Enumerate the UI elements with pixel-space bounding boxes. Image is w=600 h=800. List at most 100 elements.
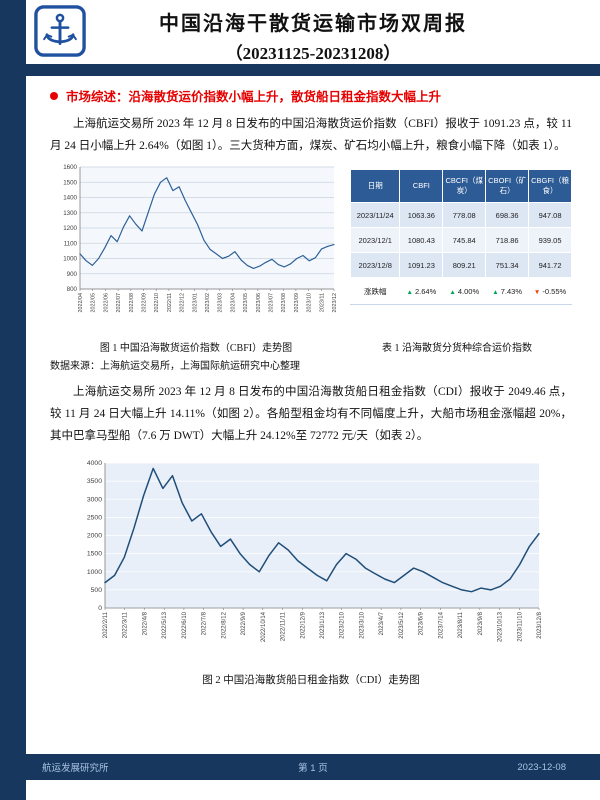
shipping-exchange-logo xyxy=(34,5,86,57)
x-tick-label: 2023/08 xyxy=(281,293,287,313)
x-tick-label: 2022/10 xyxy=(154,293,160,313)
x-tick-label: 2023/9/8 xyxy=(478,612,484,636)
x-tick-label: 2022/7/8 xyxy=(202,612,208,636)
y-tick-label: 1300 xyxy=(63,210,77,217)
red-bullet-icon xyxy=(50,91,58,100)
y-tick-label: 1500 xyxy=(63,179,77,186)
column-header: CBOFI（矿石） xyxy=(485,169,530,204)
x-tick-label: 2022/12 xyxy=(180,293,186,313)
x-tick-label: 2022/5/13 xyxy=(162,612,168,639)
row-date: 2023/12/8 xyxy=(349,252,401,279)
footer-institute: 航运发展研究所 xyxy=(42,763,109,774)
x-tick-label: 2023/05 xyxy=(243,293,249,313)
change-value: ▲ 4.00% xyxy=(442,277,487,306)
up-arrow-icon: ▲ xyxy=(492,288,499,296)
change-percent: 2.64% xyxy=(412,286,437,296)
axis-lines xyxy=(79,167,334,290)
up-arrow-icon: ▲ xyxy=(449,288,456,296)
line-chart-svg: 0 500 1000 1500 2000 2500 3000 3500 4000 2022/2/1… xyxy=(87,460,543,643)
cbfi-trend-chart: 800 900 1000 1100 1200 1300 1400 1500 1600 2022/0… xyxy=(50,161,342,333)
x-tick-label: 2022/10/14 xyxy=(261,612,267,643)
index-value: 718.86 xyxy=(485,227,530,254)
x-tick-label: 2022/12/9 xyxy=(300,612,306,639)
report-header: 中国沿海干散货运输市场双周报 （20231125-20231208） xyxy=(26,0,600,64)
paragraph-cbfi: 上海航运交易所 2023 年 12 月 8 日发布的中国沿海散货运价指数（CBF… xyxy=(50,118,572,153)
y-tick-label: 3500 xyxy=(87,479,102,486)
x-tick-label: 2022/08 xyxy=(129,293,135,313)
index-value: 1091.23 xyxy=(399,252,444,279)
axis-lines xyxy=(104,463,539,609)
index-value: 778.08 xyxy=(442,202,487,229)
x-tick-label: 2022/04 xyxy=(78,293,84,313)
change-percent: 7.43% xyxy=(498,286,523,296)
x-tick-label: 2023/11/10 xyxy=(517,612,523,642)
row-date: 2023/12/1 xyxy=(349,227,401,254)
y-tick-label: 900 xyxy=(67,271,78,278)
footer-page-number: 第 1 页 xyxy=(298,763,328,774)
y-tick-label: 1400 xyxy=(63,195,77,202)
x-tick-label: 2022/6/10 xyxy=(182,612,188,639)
y-tick-label: 4000 xyxy=(87,460,102,467)
summary-heading: 市场综述：沿海散货运价指数小幅上升，散货船日租金指数大幅上升 xyxy=(66,90,442,104)
x-tick-label: 2023/02 xyxy=(205,293,211,313)
change-row-label: 涨跌幅 xyxy=(349,277,401,306)
x-tick-label: 2023/11 xyxy=(319,293,325,312)
report-body: 市场综述：沿海散货运价指数小幅上升，散货船日租金指数大幅上升 上海航运交易所 2… xyxy=(50,86,572,687)
y-tick-label: 2000 xyxy=(87,533,102,540)
figure1-caption: 图 1 中国沿海散货运价指数（CBFI）走势图 xyxy=(99,343,293,355)
x-tick-label: 2022/8/12 xyxy=(221,612,227,639)
up-arrow-icon: ▲ xyxy=(406,288,413,296)
x-tick-label: 2023/7/14 xyxy=(438,612,444,639)
row-date: 2023/11/24 xyxy=(349,202,401,229)
x-tick-label: 2022/06 xyxy=(103,293,109,313)
x-tick-label: 2023/04 xyxy=(230,293,236,313)
index-value: 947.08 xyxy=(528,202,572,229)
header-divider-bar xyxy=(0,64,600,76)
column-header: 日期 xyxy=(349,169,401,204)
x-tick-label: 2022/11 xyxy=(167,293,173,312)
y-tick-label: 0 xyxy=(98,605,102,612)
data-series-line xyxy=(79,177,335,270)
table-row: 2023/12/8 1091.23 809.21 751.34 941.72 xyxy=(349,252,572,279)
x-tick-label: 2022/3/11 xyxy=(123,612,129,639)
x-tick-label: 2023/12 xyxy=(332,293,338,313)
change-percent: 4.00% xyxy=(455,286,480,296)
index-value: 1080.43 xyxy=(399,227,444,254)
cdi-trend-chart: 0 500 1000 1500 2000 2500 3000 3500 4000 2022/2/1… xyxy=(71,455,551,660)
x-tick-label: 2023/09 xyxy=(294,293,300,313)
x-tick-label: 2022/4/8 xyxy=(142,612,148,636)
freight-index-table: 日期 CBFI CBCFI（煤炭） CBOFI（矿石） CBGFI（粮食） 2023/11… xyxy=(349,169,572,306)
y-tick-label: 1200 xyxy=(63,225,77,232)
change-value: ▲ 2.64% xyxy=(399,277,444,306)
paragraph-cdi: 上海航运交易所 2023 年 12 月 8 日发布的中国沿海散货船日租金指数（C… xyxy=(50,386,572,443)
freight-index-table-grid: 日期 CBFI CBCFI（煤炭） CBOFI（矿石） CBGFI（粮食） 2023/11… xyxy=(349,169,572,306)
change-row: 涨跌幅 ▲ 2.64% ▲ 4.00% ▲ 7.43% ▼ -0.55% xyxy=(349,277,572,306)
x-tick-label: 2022/05 xyxy=(91,293,97,313)
report-title: 中国沿海干散货运输市场双周报 xyxy=(159,13,467,35)
footer-date: 2023-12-08 xyxy=(517,761,566,773)
x-tick-label: 2022/09 xyxy=(142,293,148,313)
line-chart-svg: 800 900 1000 1100 1200 1300 1400 1500 1600 2022/0… xyxy=(63,164,338,313)
anchor-icon xyxy=(34,5,86,57)
y-tick-label: 1000 xyxy=(63,256,77,263)
column-header: CBGFI（粮食） xyxy=(528,169,572,204)
data-source-note: 数据来源：上海航运交易所，上海国际航运研究中心整理 xyxy=(50,361,300,373)
x-tick-label: 2022/9/9 xyxy=(241,612,247,636)
summary-heading-row: 市场综述：沿海散货运价指数小幅上升，散货船日租金指数大幅上升 xyxy=(50,86,572,105)
change-value: ▼ -0.55% xyxy=(528,277,572,306)
table1-caption: 表 1 沿海散货分货种综合运价指数 xyxy=(382,343,532,355)
figure2-caption: 图 2 中国沿海散货船日租金指数（CDI）走势图 xyxy=(202,675,420,687)
index-value: 698.36 xyxy=(485,202,530,229)
y-tick-label: 1500 xyxy=(87,551,102,558)
change-value: ▲ 7.43% xyxy=(485,277,530,306)
y-tick-label: 3000 xyxy=(87,497,102,504)
x-tick-label: 2023/06 xyxy=(256,293,262,313)
index-value: 941.72 xyxy=(528,252,572,279)
y-tick-label: 1100 xyxy=(64,240,78,247)
index-value: 939.05 xyxy=(528,227,572,254)
x-tick-label: 2022/11/11 xyxy=(281,612,287,642)
x-tick-label: 2023/8/11 xyxy=(458,612,464,639)
x-tick-label: 2022/2/11 xyxy=(103,612,109,639)
x-tick-label: 2023/1/13 xyxy=(320,612,326,639)
